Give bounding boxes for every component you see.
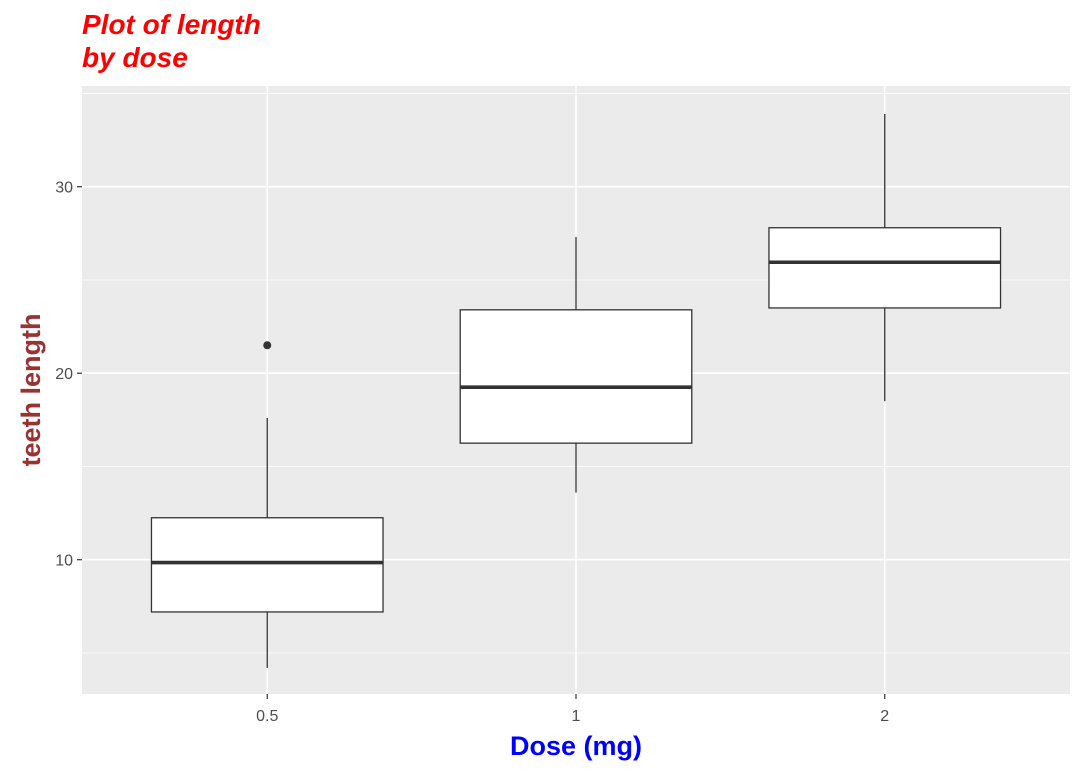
x-axis-title: Dose (mg) (510, 731, 642, 761)
x-tick-label: 0.5 (256, 708, 278, 725)
y-axis-title: teeth length (16, 314, 46, 467)
y-tick-label: 30 (55, 180, 73, 197)
y-tick-label: 10 (55, 553, 73, 570)
box-iqr (459, 309, 693, 444)
x-tick-label: 2 (880, 708, 889, 725)
x-tick-label: 1 (572, 708, 581, 725)
box-iqr (768, 227, 1002, 309)
y-tick-label: 20 (55, 366, 73, 383)
outlier-point (263, 341, 272, 350)
y-axis: 10 20 30 (55, 180, 82, 570)
chart-title-line-1: Plot of length (82, 9, 261, 40)
x-axis: 0.5 1 2 (256, 694, 889, 725)
boxes-layer (150, 113, 1002, 668)
chart-title-line-2: by dose (82, 42, 188, 73)
box-iqr (150, 517, 384, 613)
